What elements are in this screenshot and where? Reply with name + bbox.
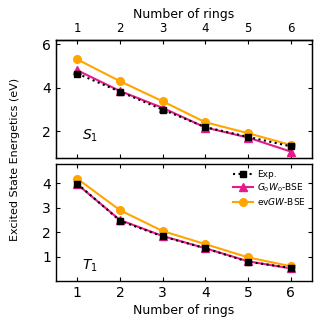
$G_0W_0$-BSE	[118, 218, 122, 222]
Exp.	[289, 266, 292, 270]
ev$GW$-BSE	[161, 229, 164, 233]
$G_0W_0$-BSE	[289, 266, 292, 270]
Legend: Exp., $G_0W_0$-BSE, ev$GW$-BSE: Exp., $G_0W_0$-BSE, ev$GW$-BSE	[231, 168, 308, 209]
Text: $T_1$: $T_1$	[82, 258, 97, 274]
ev$GW$-BSE	[204, 242, 207, 246]
ev$GW$-BSE	[76, 177, 79, 181]
ev$GW$-BSE	[246, 255, 250, 259]
Text: Excited State Energetics (eV): Excited State Energetics (eV)	[10, 78, 20, 240]
$G_0W_0$-BSE	[246, 259, 250, 263]
ev$GW$-BSE	[289, 264, 292, 268]
Exp.	[246, 260, 250, 264]
Text: $S_1$: $S_1$	[82, 128, 98, 144]
Line: $G_0W_0$-BSE: $G_0W_0$-BSE	[74, 181, 294, 272]
X-axis label: Number of rings: Number of rings	[133, 304, 235, 317]
X-axis label: Number of rings: Number of rings	[133, 8, 235, 21]
Line: Exp.: Exp.	[74, 181, 294, 271]
Exp.	[118, 219, 122, 223]
$G_0W_0$-BSE	[161, 234, 164, 238]
Exp.	[161, 235, 164, 238]
Exp.	[76, 182, 79, 186]
$G_0W_0$-BSE	[204, 246, 207, 250]
Exp.	[204, 246, 207, 250]
ev$GW$-BSE	[118, 208, 122, 212]
Line: ev$GW$-BSE: ev$GW$-BSE	[74, 175, 294, 270]
$G_0W_0$-BSE	[76, 183, 79, 186]
